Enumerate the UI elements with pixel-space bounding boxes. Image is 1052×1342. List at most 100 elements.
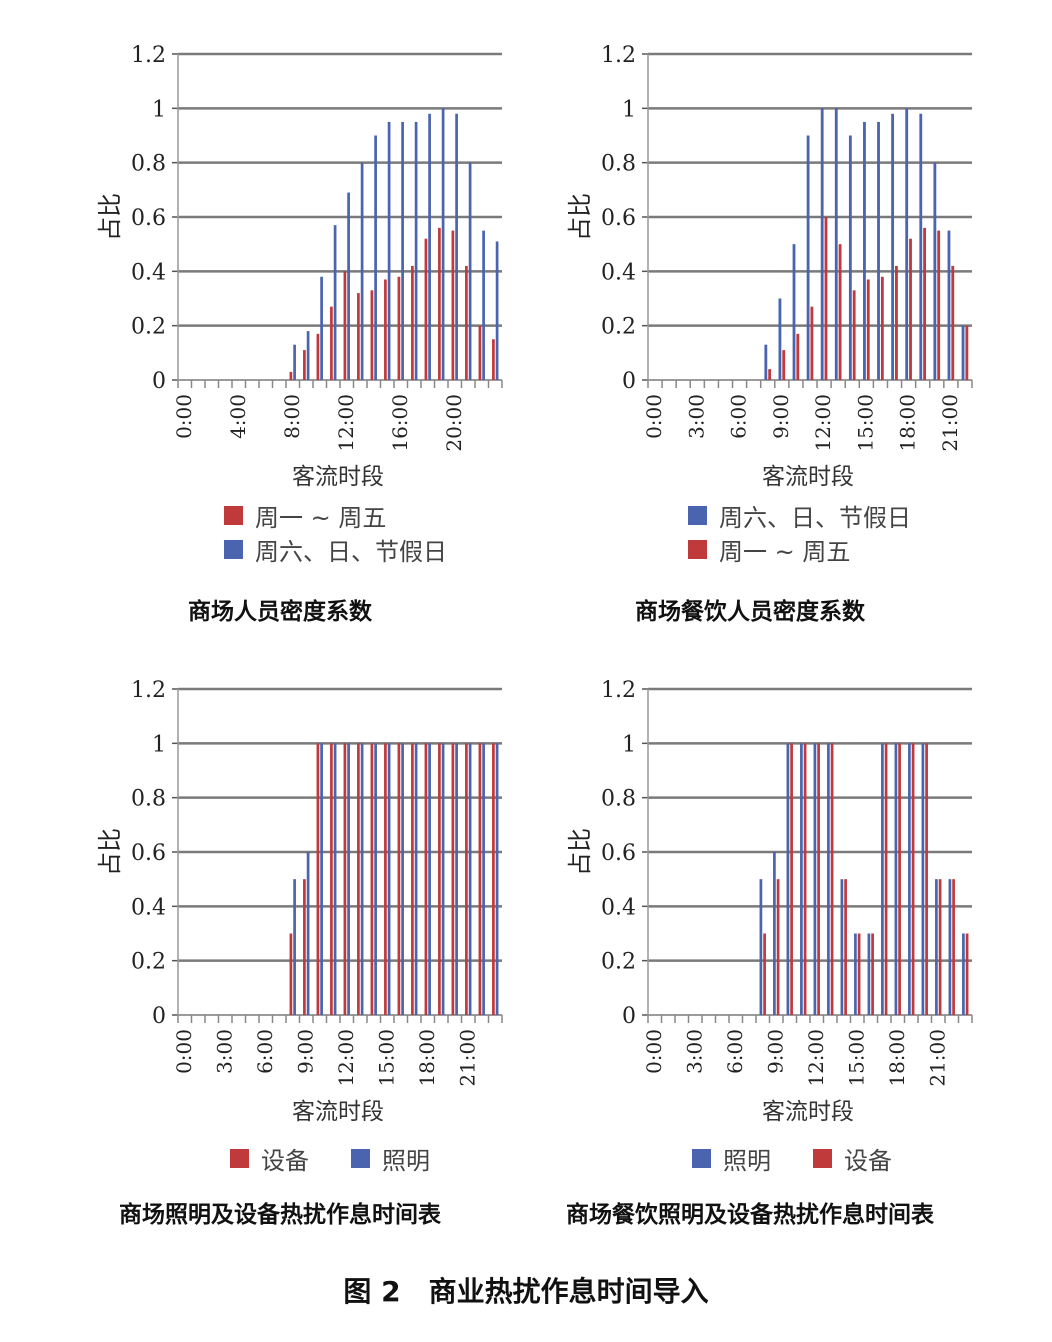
bar [492,743,495,1015]
bar [397,743,401,1015]
bar [891,113,895,381]
bar [495,241,499,380]
bar [764,344,768,380]
legend: 周六、日、节假日周一 ~ 周五 [688,498,911,566]
bar [810,306,814,380]
x-axis-label: 客流时段 [762,464,854,490]
bar [478,325,482,380]
bar [863,121,866,381]
bar [333,743,337,1015]
bar [374,743,377,1015]
bar [424,238,428,380]
chart-panel-mall-occupancy: 0 0.2 0.4 0.6 0.8 1 1.2 0:00 4:00 8:00 12:00 16:00 2… [30,20,530,660]
x-tick-label: 3:00 [212,1029,236,1074]
bar [455,113,458,381]
legend-label: 周一 ~ 周五 [719,537,851,566]
y-tick-label: 0.2 [601,315,636,340]
bar [316,743,320,1015]
y-tick-label: 1.2 [601,678,636,703]
bar [881,743,884,1015]
bar [424,743,428,1015]
bar [961,325,965,380]
bar [824,217,828,380]
x-tick-label: 12:00 [334,394,358,452]
legend-entry: 照明 [351,1141,430,1176]
bar [884,743,888,1015]
legend-label: 周六、日、节假日 [255,537,447,566]
legend-label: 照明 [382,1147,430,1175]
bar [908,743,911,1015]
bar [357,743,360,1015]
bar [495,743,499,1015]
legend-entry: 周六、日、节假日 [688,498,911,532]
legend-swatch [224,539,243,559]
bar [387,121,391,381]
y-tick-label: 0.8 [601,152,636,177]
y-tick-label: 0.4 [131,895,166,920]
bar [438,743,441,1015]
bar [965,933,969,1015]
bar [397,276,401,380]
bar [441,743,445,1015]
bar [813,743,817,1015]
bar [360,743,364,1015]
bar [919,113,923,381]
x-tick-label: 18:00 [896,394,920,452]
bar [909,238,912,380]
bar [854,933,857,1015]
bar [428,743,431,1015]
y-tick-label: 0 [622,1004,636,1029]
chart-title: 商场人员密度系数 [188,599,372,625]
bar [867,933,871,1015]
bar [465,743,468,1015]
x-tick-label: 12:00 [804,1029,828,1087]
chart-title: 商场餐饮照明及设备热扰作息时间表 [566,1202,934,1228]
bar [776,879,780,1015]
bar [330,306,333,380]
bar [827,743,830,1015]
bar [871,933,874,1015]
y-tick-label: 0 [152,369,166,394]
x-axis-label: 客流时段 [292,1099,384,1125]
chart-panel-restaurant-occupancy: 0 0.2 0.4 0.6 0.8 1 1.2 0:00 3:00 6:00 9:00 12:00 15… [500,20,1000,660]
legend-entry: 周一 ~ 周五 [224,498,447,532]
bar [482,230,485,380]
y-tick-label: 0.8 [131,152,166,177]
bar [948,879,952,1015]
bar [468,743,472,1015]
bar [468,162,472,380]
bar [343,743,347,1015]
bar [370,290,374,380]
x-tick-label: 6:00 [253,1029,277,1074]
bar [838,244,842,380]
x-tick-label: 0:00 [172,1029,196,1074]
legend-entry: 周六、日、节假日 [224,532,447,566]
y-tick-label: 0.6 [601,841,636,866]
y-tick-label: 0 [622,369,636,394]
x-tick-label: 9:00 [763,1029,787,1074]
x-tick-label: 4:00 [226,394,250,439]
bar [330,743,333,1015]
x-tick-label: 16:00 [388,394,412,452]
chart-panel-restaurant-lighting-equipment: 0 0.2 0.4 0.6 0.8 1 1.2 0:00 3:00 6:00 9:00 12:00 15… [500,655,1000,1295]
y-tick-label: 0.4 [601,260,636,285]
y-tick-label: 0.2 [601,950,636,975]
bar [947,230,951,380]
bar [414,743,418,1015]
bar [852,290,856,380]
bar [768,369,772,380]
y-tick-label: 0.4 [601,895,636,920]
bar [401,121,404,381]
legend-swatch [351,1149,370,1168]
bar [962,933,965,1015]
bar [782,350,786,380]
bar [834,108,838,380]
bar [951,265,955,380]
bar [411,743,414,1015]
y-tick-label: 0.6 [131,841,166,866]
y-axis-label: 占比 [96,193,124,241]
bar [320,276,323,380]
bar [792,244,796,380]
bar [965,325,969,380]
x-tick-label: 0:00 [172,394,196,439]
